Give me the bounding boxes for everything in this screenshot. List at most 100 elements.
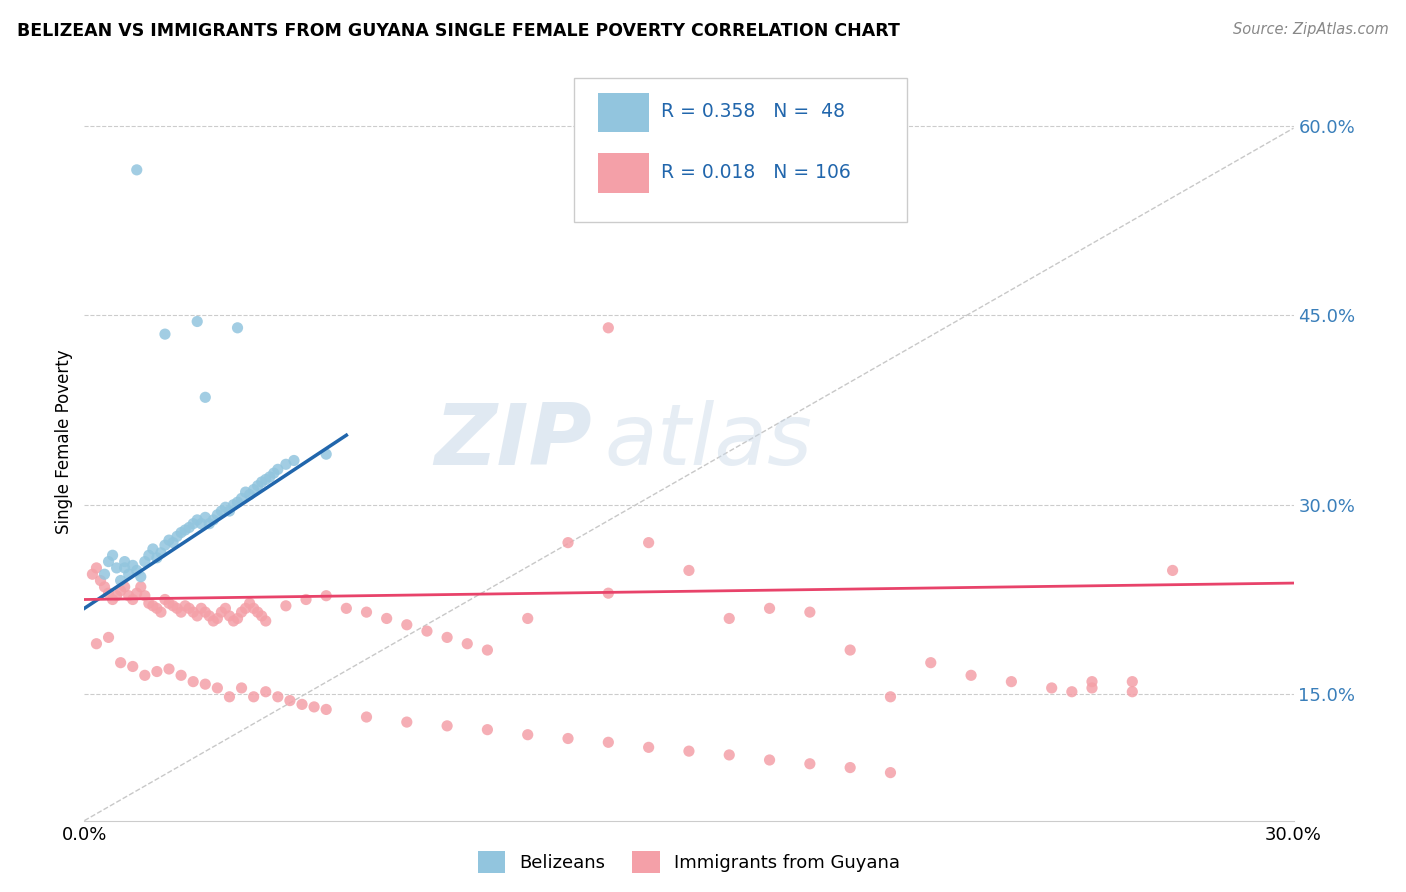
Point [758,753,780,767]
Point [179,520,201,534]
Point [263,466,285,480]
Point [395,617,418,632]
Point [114,580,136,594]
Point [170,525,193,540]
Point [557,731,579,746]
Point [134,555,156,569]
Point [110,656,132,670]
Point [134,589,156,603]
Point [114,555,136,569]
Point [198,516,221,531]
Text: R = 0.358   N =  48: R = 0.358 N = 48 [661,103,845,121]
Point [125,586,148,600]
Point [146,665,169,679]
Point [960,668,983,682]
Point [209,605,232,619]
Point [190,601,212,615]
Point [121,558,143,573]
Point [879,765,901,780]
Point [218,609,240,624]
Point [110,574,132,588]
Point [274,599,297,613]
Point [97,631,120,645]
Point [209,504,232,518]
Point [121,659,143,673]
Point [170,668,193,682]
Point [250,609,273,624]
Point [194,510,217,524]
Point [637,740,659,755]
Point [198,609,221,624]
Point [335,601,357,615]
Point [678,744,700,758]
Point [125,564,148,578]
Point [799,756,821,771]
Point [181,674,204,689]
Point [799,605,821,619]
Point [678,564,700,578]
Legend: Belizeans, Immigrants from Guyana: Belizeans, Immigrants from Guyana [471,843,907,880]
Point [194,677,217,691]
Point [214,601,236,615]
Point [166,529,188,543]
Point [222,614,245,628]
Point [1060,685,1083,699]
Point [157,662,180,676]
Point [267,462,290,476]
Text: Source: ZipAtlas.com: Source: ZipAtlas.com [1233,22,1389,37]
FancyBboxPatch shape [599,93,650,132]
Point [637,535,659,549]
Point [149,605,172,619]
Point [1161,564,1184,578]
Point [920,656,942,670]
Point [162,535,184,549]
Point [395,715,418,730]
Point [1081,674,1104,689]
Point [239,487,262,501]
Point [315,447,337,461]
Point [254,685,277,699]
Point [207,508,229,522]
Point [146,550,169,565]
Text: R = 0.018   N = 106: R = 0.018 N = 106 [661,163,851,182]
Point [146,601,169,615]
Point [246,479,269,493]
Point [179,601,201,615]
Text: BELIZEAN VS IMMIGRANTS FROM GUYANA SINGLE FEMALE POVERTY CORRELATION CHART: BELIZEAN VS IMMIGRANTS FROM GUYANA SINGL… [17,22,900,40]
Point [174,523,197,537]
Point [202,513,225,527]
Point [153,538,176,552]
Point [105,561,128,575]
Point [153,592,176,607]
Point [226,611,249,625]
Point [157,533,180,547]
Point [254,473,277,487]
Point [218,504,240,518]
Point [516,611,538,625]
Point [97,586,120,600]
Point [118,589,141,603]
Point [1000,674,1022,689]
Point [375,611,398,625]
Point [114,561,136,575]
Point [267,690,290,704]
Point [93,567,115,582]
FancyBboxPatch shape [574,78,907,221]
Point [254,614,277,628]
Point [118,567,141,582]
Point [557,535,579,549]
Point [186,609,208,624]
Point [181,605,204,619]
Point [1121,685,1143,699]
Point [121,592,143,607]
Point [101,592,124,607]
Point [242,601,264,615]
Point [839,760,862,774]
Point [477,723,499,737]
Point [157,596,180,610]
Point [110,583,132,598]
Point [259,470,281,484]
Point [315,589,337,603]
Point [174,599,197,613]
Point [218,690,240,704]
